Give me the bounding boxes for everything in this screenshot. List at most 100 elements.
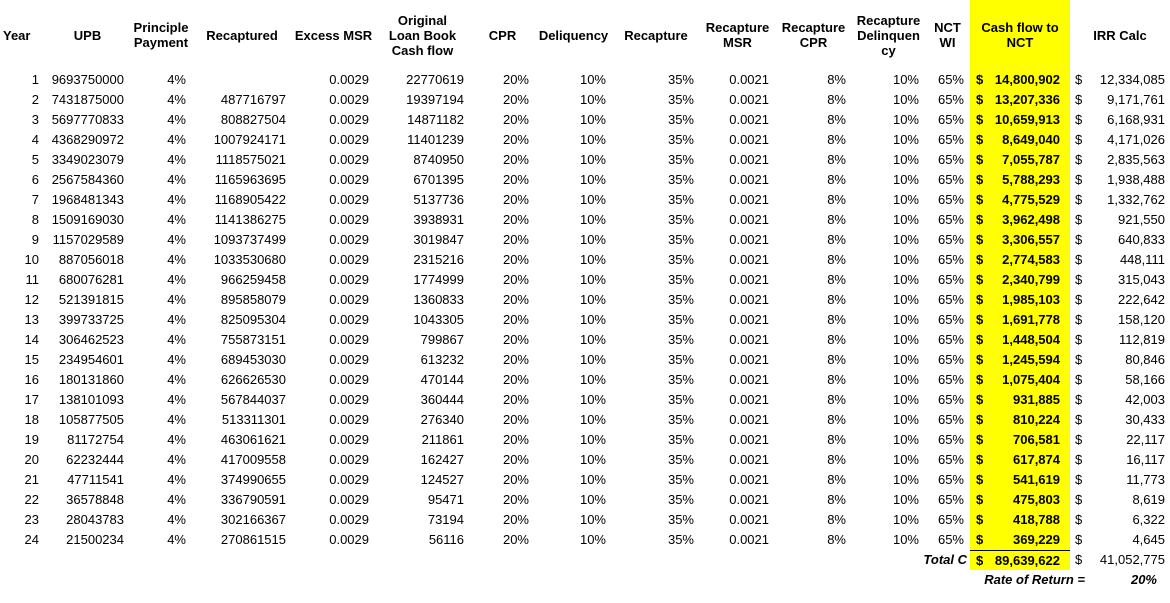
cell-recapture-msr[interactable]: 0.0021 [729, 352, 769, 367]
cell-upb[interactable]: 4368290972 [51, 132, 124, 147]
cell-cashflow-nct[interactable]: $617,874 [970, 450, 1070, 470]
cell-cpr[interactable]: 20% [502, 492, 529, 507]
cell-recapture-cpr[interactable]: 8% [827, 532, 846, 547]
cell-principle-payment[interactable]: 4% [167, 332, 186, 347]
cell-upb[interactable]: 5697770833 [51, 112, 124, 127]
cell-cashflow-nct[interactable]: $1,075,404 [970, 370, 1070, 390]
cell-year[interactable]: 1 [31, 72, 39, 87]
cell-nct-wi[interactable]: 65% [937, 272, 964, 287]
cell-year[interactable]: 4 [31, 132, 39, 147]
cell-recapture-cpr[interactable]: 8% [827, 212, 846, 227]
cell-recaptured[interactable]: 825095304 [220, 312, 286, 327]
cell-principle-payment[interactable]: 4% [167, 292, 186, 307]
cell-cpr[interactable]: 20% [502, 452, 529, 467]
cell-cashflow-nct[interactable]: $14,800,902 [970, 70, 1070, 90]
cell-recapture-msr[interactable]: 0.0021 [729, 332, 769, 347]
cell-upb[interactable]: 1968481343 [51, 192, 124, 207]
cell-year[interactable]: 20 [24, 452, 39, 467]
cell-total-cash-flow-to-nct[interactable]: $ 89,639,622 [970, 550, 1070, 570]
cell-recaptured[interactable]: 374990655 [220, 472, 286, 487]
cell-recaptured[interactable]: 1165963695 [214, 172, 286, 187]
cell-nct-wi[interactable]: 65% [937, 192, 964, 207]
cell-irr-calc[interactable]: $1,938,488 [1070, 170, 1170, 190]
cell-excess-msr[interactable]: 0.0029 [329, 152, 369, 167]
cell-nct-wi[interactable]: 65% [937, 132, 964, 147]
cell-recapture[interactable]: 35% [667, 212, 694, 227]
cell-recapture-cpr[interactable]: 8% [827, 112, 846, 127]
cell-cashflow-nct[interactable]: $2,340,799 [970, 270, 1070, 290]
cell-recapture-delinquency[interactable]: 10% [892, 352, 919, 367]
cell-recapture-cpr[interactable]: 8% [827, 92, 846, 107]
cell-recapture-msr[interactable]: 0.0021 [729, 412, 769, 427]
col-header-recapture-cpr[interactable]: Recapture CPR [781, 20, 846, 50]
cell-year[interactable]: 2 [31, 92, 39, 107]
cell-olb-cashflow[interactable]: 360444 [420, 392, 464, 407]
cell-irr-calc[interactable]: $11,773 [1070, 470, 1170, 490]
cell-cpr[interactable]: 20% [502, 372, 529, 387]
cell-recaptured[interactable]: 302166367 [220, 512, 286, 527]
cell-cashflow-nct[interactable]: $10,659,913 [970, 110, 1070, 130]
cell-recapture-delinquency[interactable]: 10% [892, 192, 919, 207]
cell-recapture-delinquency[interactable]: 10% [892, 152, 919, 167]
cell-recaptured[interactable]: 755873151 [220, 332, 286, 347]
cell-excess-msr[interactable]: 0.0029 [329, 532, 369, 547]
cell-irr-calc[interactable]: $9,171,761 [1070, 90, 1170, 110]
cell-cashflow-nct[interactable]: $3,306,557 [970, 230, 1070, 250]
cell-recapture[interactable]: 35% [667, 252, 694, 267]
cell-upb[interactable]: 521391815 [58, 292, 124, 307]
cell-olb-cashflow[interactable]: 14871182 [407, 112, 464, 127]
cell-recapture-msr[interactable]: 0.0021 [729, 112, 769, 127]
cell-principle-payment[interactable]: 4% [167, 452, 186, 467]
cell-irr-calc[interactable]: $158,120 [1070, 310, 1170, 330]
cell-recapture[interactable]: 35% [667, 472, 694, 487]
cell-irr-calc[interactable]: $4,171,026 [1070, 130, 1170, 150]
cell-irr-calc[interactable]: $2,835,563 [1070, 150, 1170, 170]
cell-year[interactable]: 13 [24, 312, 39, 327]
cell-recapture[interactable]: 35% [667, 372, 694, 387]
cell-recapture[interactable]: 35% [667, 312, 694, 327]
cell-deliquency[interactable]: 10% [579, 392, 606, 407]
cell-olb-cashflow[interactable]: 73194 [427, 512, 464, 527]
cell-recapture-msr[interactable]: 0.0021 [729, 72, 769, 87]
cell-upb[interactable]: 1157029589 [52, 232, 124, 247]
cell-principle-payment[interactable]: 4% [167, 472, 186, 487]
cell-nct-wi[interactable]: 65% [937, 412, 964, 427]
cell-recapture-delinquency[interactable]: 10% [892, 392, 919, 407]
cell-deliquency[interactable]: 10% [579, 232, 606, 247]
cell-recapture-cpr[interactable]: 8% [827, 432, 846, 447]
cell-olb-cashflow[interactable]: 11401239 [407, 132, 464, 147]
cell-irr-calc[interactable]: $6,322 [1070, 510, 1170, 530]
cell-recapture[interactable]: 35% [667, 292, 694, 307]
cell-upb[interactable]: 138101093 [58, 392, 124, 407]
cell-cpr[interactable]: 20% [502, 432, 529, 447]
cell-year[interactable]: 5 [31, 152, 39, 167]
cell-olb-cashflow[interactable]: 1043305 [413, 312, 464, 327]
cell-excess-msr[interactable]: 0.0029 [329, 512, 369, 527]
cell-recapture-delinquency[interactable]: 10% [892, 512, 919, 527]
cell-olb-cashflow[interactable]: 211861 [421, 432, 464, 447]
cell-recapture-msr[interactable]: 0.0021 [729, 432, 769, 447]
cell-nct-wi[interactable]: 65% [937, 492, 964, 507]
cell-recapture-cpr[interactable]: 8% [827, 132, 846, 147]
cell-recapture[interactable]: 35% [667, 172, 694, 187]
cell-principle-payment[interactable]: 4% [167, 352, 186, 367]
cell-recapture-cpr[interactable]: 8% [827, 372, 846, 387]
cell-recapture-msr[interactable]: 0.0021 [729, 152, 769, 167]
cell-excess-msr[interactable]: 0.0029 [329, 472, 369, 487]
cell-olb-cashflow[interactable]: 276340 [420, 412, 464, 427]
cell-principle-payment[interactable]: 4% [167, 312, 186, 327]
col-header-deliquency[interactable]: Deliquency [538, 27, 609, 43]
col-header-upb[interactable]: UPB [73, 27, 102, 43]
cell-principle-payment[interactable]: 4% [167, 512, 186, 527]
cell-recapture[interactable]: 35% [667, 192, 694, 207]
cell-irr-calc[interactable]: $1,332,762 [1070, 190, 1170, 210]
col-header-original-loan-book-cash-flow[interactable]: Original Loan Book Cash flow [388, 12, 457, 58]
cell-recapture-cpr[interactable]: 8% [827, 172, 846, 187]
cell-principle-payment[interactable]: 4% [167, 152, 186, 167]
cell-deliquency[interactable]: 10% [579, 532, 606, 547]
cell-deliquency[interactable]: 10% [579, 452, 606, 467]
cell-deliquency[interactable]: 10% [579, 192, 606, 207]
cell-excess-msr[interactable]: 0.0029 [329, 72, 369, 87]
cell-recapture-delinquency[interactable]: 10% [892, 432, 919, 447]
cell-irr-calc[interactable]: $22,117 [1070, 430, 1170, 450]
